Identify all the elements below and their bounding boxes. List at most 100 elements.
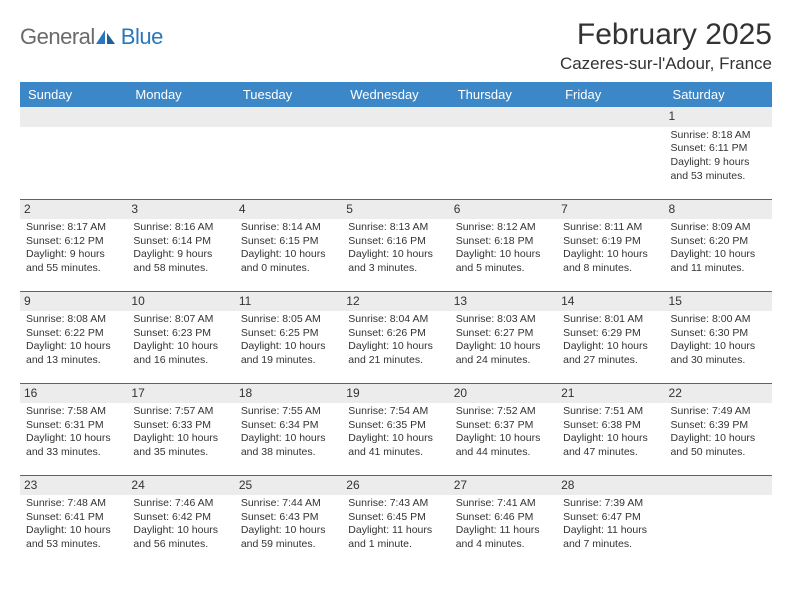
calendar-cell: 11Sunrise: 8:05 AMSunset: 6:25 PMDayligh… — [235, 291, 342, 383]
sunset-text: Sunset: 6:18 PM — [456, 235, 551, 249]
sunset-text: Sunset: 6:15 PM — [241, 235, 336, 249]
day-number: 25 — [235, 476, 342, 496]
calendar-cell: 28Sunrise: 7:39 AMSunset: 6:47 PMDayligh… — [557, 475, 664, 567]
calendar-cell: 24Sunrise: 7:46 AMSunset: 6:42 PMDayligh… — [127, 475, 234, 567]
sunrise-text: Sunrise: 8:08 AM — [26, 313, 121, 327]
day-details: Sunrise: 7:44 AMSunset: 6:43 PMDaylight:… — [241, 497, 336, 552]
sunrise-text: Sunrise: 8:01 AM — [563, 313, 658, 327]
calendar-cell: 6Sunrise: 8:12 AMSunset: 6:18 PMDaylight… — [450, 199, 557, 291]
daylight-text: Daylight: 10 hours and 13 minutes. — [26, 340, 121, 367]
sunset-text: Sunset: 6:43 PM — [241, 511, 336, 525]
sunset-text: Sunset: 6:37 PM — [456, 419, 551, 433]
sunrise-text: Sunrise: 7:48 AM — [26, 497, 121, 511]
day-number — [235, 107, 342, 127]
calendar-row: 16Sunrise: 7:58 AMSunset: 6:31 PMDayligh… — [20, 383, 772, 475]
daylight-text: Daylight: 10 hours and 30 minutes. — [671, 340, 766, 367]
daylight-text: Daylight: 10 hours and 38 minutes. — [241, 432, 336, 459]
calendar-cell: 26Sunrise: 7:43 AMSunset: 6:45 PMDayligh… — [342, 475, 449, 567]
day-number: 10 — [127, 292, 234, 312]
daylight-text: Daylight: 10 hours and 33 minutes. — [26, 432, 121, 459]
sunset-text: Sunset: 6:16 PM — [348, 235, 443, 249]
calendar-row: 1Sunrise: 8:18 AMSunset: 6:11 PMDaylight… — [20, 107, 772, 199]
sunset-text: Sunset: 6:22 PM — [26, 327, 121, 341]
daylight-text: Daylight: 10 hours and 50 minutes. — [671, 432, 766, 459]
daylight-text: Daylight: 10 hours and 8 minutes. — [563, 248, 658, 275]
day-number: 5 — [342, 200, 449, 220]
calendar-cell: 18Sunrise: 7:55 AMSunset: 6:34 PMDayligh… — [235, 383, 342, 475]
day-number: 26 — [342, 476, 449, 496]
day-details: Sunrise: 8:08 AMSunset: 6:22 PMDaylight:… — [26, 313, 121, 368]
sunrise-text: Sunrise: 8:14 AM — [241, 221, 336, 235]
daylight-text: Daylight: 10 hours and 59 minutes. — [241, 524, 336, 551]
header: General Blue February 2025 Cazeres-sur-l… — [20, 18, 772, 74]
sunset-text: Sunset: 6:46 PM — [456, 511, 551, 525]
calendar-row: 23Sunrise: 7:48 AMSunset: 6:41 PMDayligh… — [20, 475, 772, 567]
day-number: 3 — [127, 200, 234, 220]
daylight-text: Daylight: 10 hours and 3 minutes. — [348, 248, 443, 275]
sunset-text: Sunset: 6:29 PM — [563, 327, 658, 341]
sunrise-text: Sunrise: 7:43 AM — [348, 497, 443, 511]
calendar-cell: 16Sunrise: 7:58 AMSunset: 6:31 PMDayligh… — [20, 383, 127, 475]
day-details: Sunrise: 7:58 AMSunset: 6:31 PMDaylight:… — [26, 405, 121, 460]
daylight-text: Daylight: 9 hours and 58 minutes. — [133, 248, 228, 275]
sunrise-text: Sunrise: 8:04 AM — [348, 313, 443, 327]
sunrise-text: Sunrise: 8:12 AM — [456, 221, 551, 235]
sunrise-text: Sunrise: 7:58 AM — [26, 405, 121, 419]
calendar-cell: 13Sunrise: 8:03 AMSunset: 6:27 PMDayligh… — [450, 291, 557, 383]
day-details: Sunrise: 7:48 AMSunset: 6:41 PMDaylight:… — [26, 497, 121, 552]
day-details: Sunrise: 7:39 AMSunset: 6:47 PMDaylight:… — [563, 497, 658, 552]
day-details: Sunrise: 8:01 AMSunset: 6:29 PMDaylight:… — [563, 313, 658, 368]
location: Cazeres-sur-l'Adour, France — [560, 54, 772, 74]
day-number: 28 — [557, 476, 664, 496]
sunset-text: Sunset: 6:35 PM — [348, 419, 443, 433]
sunrise-text: Sunrise: 8:18 AM — [671, 129, 766, 143]
day-details: Sunrise: 7:43 AMSunset: 6:45 PMDaylight:… — [348, 497, 443, 552]
day-number: 23 — [20, 476, 127, 496]
daylight-text: Daylight: 10 hours and 53 minutes. — [26, 524, 121, 551]
sunset-text: Sunset: 6:47 PM — [563, 511, 658, 525]
calendar-cell — [20, 107, 127, 199]
sunrise-text: Sunrise: 8:11 AM — [563, 221, 658, 235]
day-number — [127, 107, 234, 127]
day-number: 27 — [450, 476, 557, 496]
day-details: Sunrise: 8:13 AMSunset: 6:16 PMDaylight:… — [348, 221, 443, 276]
calendar-cell: 12Sunrise: 8:04 AMSunset: 6:26 PMDayligh… — [342, 291, 449, 383]
col-friday: Friday — [557, 82, 664, 107]
calendar-cell: 22Sunrise: 7:49 AMSunset: 6:39 PMDayligh… — [665, 383, 772, 475]
sunrise-text: Sunrise: 7:55 AM — [241, 405, 336, 419]
daylight-text: Daylight: 10 hours and 11 minutes. — [671, 248, 766, 275]
day-number: 22 — [665, 384, 772, 404]
sunrise-text: Sunrise: 8:13 AM — [348, 221, 443, 235]
calendar-cell: 14Sunrise: 8:01 AMSunset: 6:29 PMDayligh… — [557, 291, 664, 383]
day-details: Sunrise: 8:18 AMSunset: 6:11 PMDaylight:… — [671, 129, 766, 184]
calendar-cell — [665, 475, 772, 567]
calendar-cell: 7Sunrise: 8:11 AMSunset: 6:19 PMDaylight… — [557, 199, 664, 291]
day-number: 6 — [450, 200, 557, 220]
col-wednesday: Wednesday — [342, 82, 449, 107]
title-block: February 2025 Cazeres-sur-l'Adour, Franc… — [560, 18, 772, 74]
calendar-row: 2Sunrise: 8:17 AMSunset: 6:12 PMDaylight… — [20, 199, 772, 291]
sunset-text: Sunset: 6:26 PM — [348, 327, 443, 341]
daylight-text: Daylight: 10 hours and 21 minutes. — [348, 340, 443, 367]
calendar-cell — [342, 107, 449, 199]
calendar-cell: 8Sunrise: 8:09 AMSunset: 6:20 PMDaylight… — [665, 199, 772, 291]
sail-icon — [95, 28, 117, 46]
sunset-text: Sunset: 6:11 PM — [671, 142, 766, 156]
calendar-body: 1Sunrise: 8:18 AMSunset: 6:11 PMDaylight… — [20, 107, 772, 567]
calendar-cell — [127, 107, 234, 199]
calendar-head: Sunday Monday Tuesday Wednesday Thursday… — [20, 82, 772, 107]
day-details: Sunrise: 7:46 AMSunset: 6:42 PMDaylight:… — [133, 497, 228, 552]
col-monday: Monday — [127, 82, 234, 107]
logo-text-2: Blue — [121, 24, 163, 50]
sunset-text: Sunset: 6:19 PM — [563, 235, 658, 249]
calendar-cell: 23Sunrise: 7:48 AMSunset: 6:41 PMDayligh… — [20, 475, 127, 567]
day-details: Sunrise: 8:04 AMSunset: 6:26 PMDaylight:… — [348, 313, 443, 368]
day-details: Sunrise: 8:11 AMSunset: 6:19 PMDaylight:… — [563, 221, 658, 276]
calendar-cell: 5Sunrise: 8:13 AMSunset: 6:16 PMDaylight… — [342, 199, 449, 291]
daylight-text: Daylight: 10 hours and 47 minutes. — [563, 432, 658, 459]
daylight-text: Daylight: 10 hours and 41 minutes. — [348, 432, 443, 459]
day-number: 18 — [235, 384, 342, 404]
day-number: 17 — [127, 384, 234, 404]
day-number: 8 — [665, 200, 772, 220]
day-details: Sunrise: 7:49 AMSunset: 6:39 PMDaylight:… — [671, 405, 766, 460]
